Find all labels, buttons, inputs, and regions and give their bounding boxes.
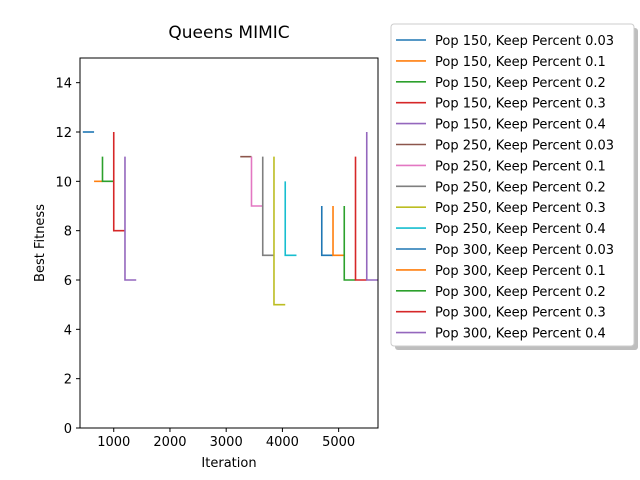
series-line-4 (112, 132, 125, 232)
legend-label-5: Pop 150, Keep Percent 0.4 (435, 118, 606, 133)
series-line-8 (261, 156, 274, 257)
legend-label-6: Pop 250, Keep Percent 0.03 (435, 139, 614, 154)
legend-label-11: Pop 300, Keep Percent 0.03 (435, 243, 614, 258)
y-tick-label-1: 0 (64, 422, 72, 437)
series-line-9 (273, 156, 286, 306)
series-line-5 (124, 156, 137, 281)
legend-label-10: Pop 250, Keep Percent 0.4 (435, 222, 606, 237)
series-line-12 (332, 206, 345, 257)
x-axis: 1000 2000 3000 4000 5000 (97, 428, 355, 450)
legend-label-2: Pop 150, Keep Percent 0.1 (435, 55, 606, 70)
y-tick-label-8: 14 (55, 77, 72, 92)
legend-label-12: Pop 300, Keep Percent 0.1 (435, 264, 606, 279)
y-axis-label: Best Fitness (33, 204, 48, 282)
chart-title: Queens MIMIC (168, 23, 289, 43)
legend-box (390, 23, 635, 347)
series-line-15 (365, 132, 378, 281)
series-line-13 (343, 206, 356, 281)
y-tick-label-7: 12 (55, 126, 72, 141)
legend-label-15: Pop 300, Keep Percent 0.4 (435, 327, 606, 342)
legend: Pop 150, Keep Percent 0.03 Pop 150, Keep … (390, 23, 638, 350)
x-tick-label-4: 4000 (266, 435, 299, 450)
series-line-3 (101, 156, 114, 183)
y-axis: 0 2 4 6 8 10 12 14 (55, 77, 80, 437)
y-tick-label-3: 4 (64, 323, 72, 338)
legend-label-13: Pop 300, Keep Percent 0.2 (435, 285, 606, 300)
x-tick-label-1: 1000 (97, 435, 130, 450)
y-tick-label-6: 10 (55, 175, 72, 190)
series-layer (82, 131, 378, 306)
plot-area (79, 57, 379, 429)
legend-label-7: Pop 250, Keep Percent 0.1 (435, 159, 606, 174)
x-tick-label-3: 3000 (210, 435, 243, 450)
plot-frame (79, 57, 379, 429)
x-tick-label-5: 5000 (322, 435, 355, 450)
series-line-11 (320, 206, 334, 257)
x-axis-label: Iteration (201, 456, 256, 471)
series-line-10 (284, 181, 297, 257)
y-tick-label-4: 6 (64, 274, 72, 289)
legend-label-1: Pop 150, Keep Percent 0.03 (435, 34, 614, 49)
y-tick-label-5: 8 (64, 225, 72, 240)
series-line-14 (354, 156, 367, 281)
legend-label-3: Pop 150, Keep Percent 0.2 (435, 76, 606, 91)
legend-label-9: Pop 250, Keep Percent 0.3 (435, 201, 606, 216)
legend-label-8: Pop 250, Keep Percent 0.2 (435, 180, 606, 195)
legend-label-14: Pop 300, Keep Percent 0.3 (435, 306, 606, 321)
x-tick-label-2: 2000 (153, 435, 186, 450)
legend-label-4: Pop 150, Keep Percent 0.3 (435, 97, 606, 112)
series-line-7 (250, 156, 263, 207)
y-tick-label-2: 2 (64, 373, 72, 388)
